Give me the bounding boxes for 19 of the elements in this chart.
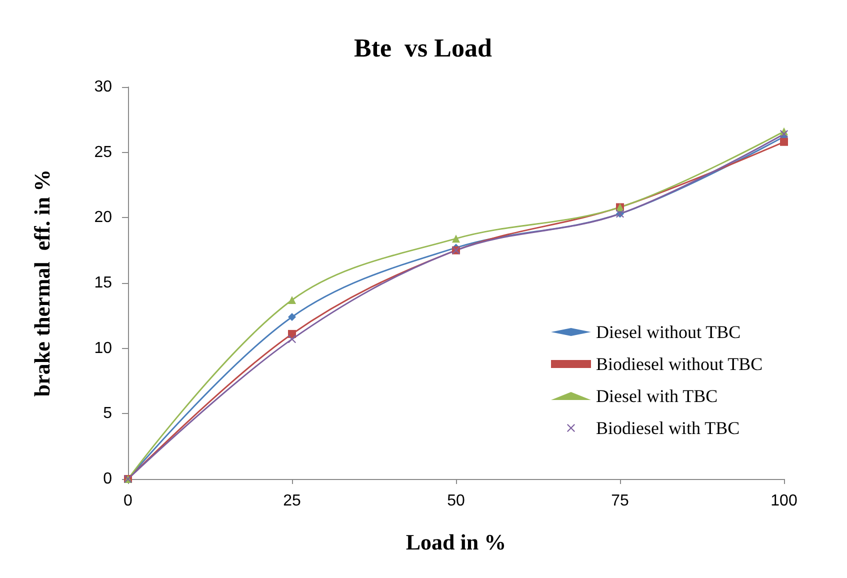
y-tick-label: 30 [94,78,112,96]
y-tick-label: 10 [94,340,112,357]
y-tick-label: 25 [94,144,112,161]
y-tick-label: 15 [94,274,112,292]
x-tick-label: 25 [283,492,301,510]
y-tick-label: 0 [103,470,112,488]
y-axis-title: brake thermal eff. in % [30,169,54,397]
x-axis-title: Load in % [406,530,506,554]
x-tick-label: 100 [770,492,798,510]
y-tick-label: 5 [103,405,112,422]
legend-label: Diesel with TBC [596,386,718,406]
x-tick-label: 75 [611,492,629,510]
legend-label: Diesel without TBC [596,322,741,342]
legend-label: Biodiesel without TBC [596,354,763,374]
x-tick-label: 50 [447,492,465,510]
chart-title: Bte vs Load [354,34,493,62]
y-tick-label: 20 [94,209,112,226]
legend-label: Biodiesel with TBC [596,418,740,438]
x-tick-label: 0 [124,492,133,510]
